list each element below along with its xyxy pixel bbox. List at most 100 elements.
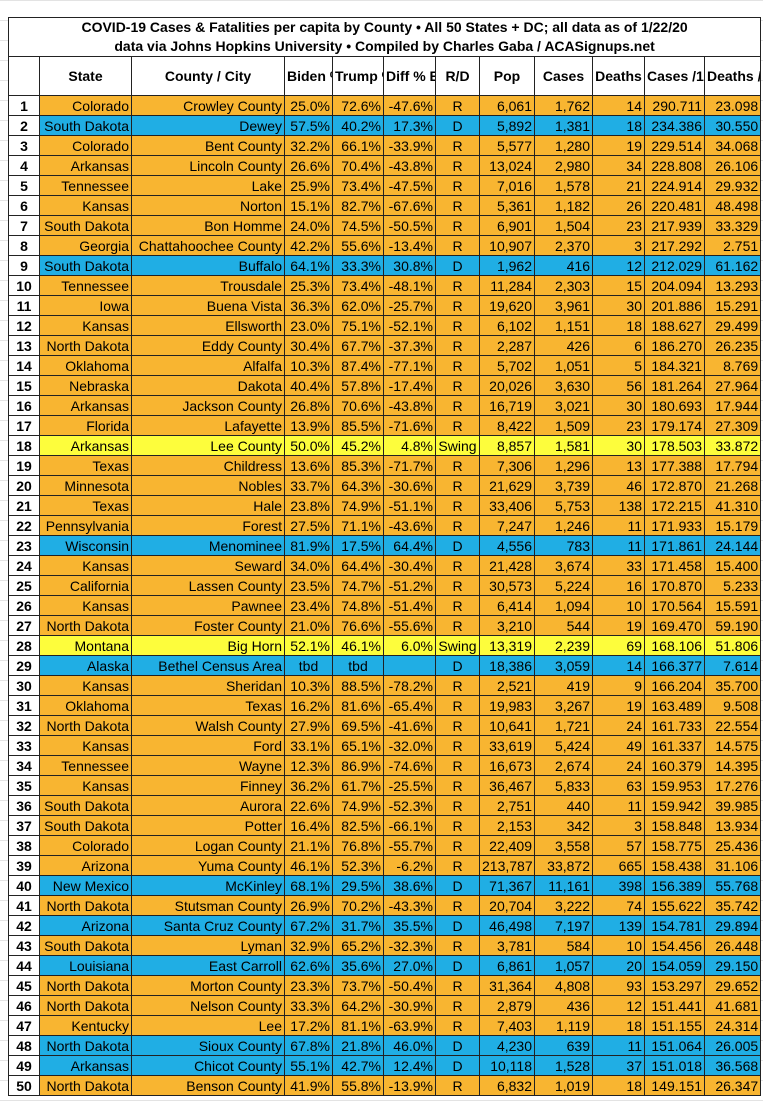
table-row: 50 North Dakota Benson County 41.9% 55.8% -13… — [8, 1075, 762, 1096]
cell-cases: 416 — [534, 255, 593, 276]
cell-county: East Carroll — [131, 955, 285, 976]
cell-diff-pct: -71.7% — [383, 455, 436, 476]
cell-party: Swing — [435, 635, 480, 656]
cell-cases-per-1000: 290.711 — [644, 95, 705, 116]
cell-diff-pct: -30.4% — [383, 555, 436, 576]
cell-cases-per-1000: 228.808 — [644, 155, 705, 176]
cell-county: Hale — [131, 495, 285, 516]
cell-party: R — [435, 935, 480, 956]
cell-deaths: 139 — [592, 915, 645, 936]
cell-rank: 49 — [8, 1055, 40, 1076]
cell-biden-pct: 55.1% — [284, 1055, 333, 1076]
cell-cases: 3,021 — [534, 395, 593, 416]
cell-trump-pct: 70.2% — [332, 895, 384, 916]
cell-state: Louisiana — [39, 955, 132, 976]
cell-party: D — [435, 875, 480, 896]
table-row: 41 North Dakota Stutsman County 26.9% 70.2% -… — [8, 895, 762, 916]
cell-cases: 544 — [534, 615, 593, 636]
cell-trump-pct: 46.1% — [332, 635, 384, 656]
cell-deaths: 34 — [592, 155, 645, 176]
cell-deaths-per-10000: 9.508 — [703, 695, 762, 716]
cell-county: Sheridan — [131, 675, 285, 696]
cell-trump-pct: 55.8% — [332, 1075, 384, 1096]
cell-state: Arkansas — [39, 155, 132, 176]
cell-rank: 5 — [8, 175, 40, 196]
cell-deaths-per-10000: 31.106 — [703, 855, 762, 876]
table-row: 22 Pennsylvania Forest 27.5% 71.1% -43.6% R 7,2… — [8, 515, 762, 536]
cell-trump-pct: 85.3% — [332, 455, 384, 476]
cell-population: 7,016 — [479, 175, 535, 196]
cell-population: 20,704 — [479, 895, 535, 916]
cell-state: Florida — [39, 415, 132, 436]
cell-trump-pct: 62.0% — [332, 295, 384, 316]
cell-diff-pct: -25.7% — [383, 295, 436, 316]
cell-biden-pct: 32.2% — [284, 135, 333, 156]
cell-county: Ford — [131, 735, 285, 756]
cell-party: R — [435, 275, 480, 296]
cell-cases: 33,872 — [534, 855, 593, 876]
cell-rank: 41 — [8, 895, 40, 916]
cell-deaths: 11 — [592, 515, 645, 536]
title-line-2: data via Johns Hopkins University • Comp… — [114, 38, 655, 54]
cell-state: Pennsylvania — [39, 515, 132, 536]
cell-cases-per-1000: 154.781 — [644, 915, 705, 936]
cell-deaths: 23 — [592, 215, 645, 236]
cell-state: Oklahoma — [39, 695, 132, 716]
cell-rank: 14 — [8, 355, 40, 376]
cell-deaths-per-10000: 36.568 — [703, 1055, 762, 1076]
table-row: 27 North Dakota Foster County 21.0% 76.6% -55… — [8, 615, 762, 636]
cell-county: Yuma County — [131, 855, 285, 876]
cell-diff-pct: -32.0% — [383, 735, 436, 756]
cell-biden-pct: 10.3% — [284, 675, 333, 696]
cell-rank: 43 — [8, 935, 40, 956]
cell-cases-per-1000: 220.481 — [644, 195, 705, 216]
table-row: 5 Tennessee Lake 25.9% 73.4% -47.5% R 7,016 1,57… — [8, 175, 762, 196]
cell-biden-pct: 62.6% — [284, 955, 333, 976]
cell-state: Kentucky — [39, 1015, 132, 1036]
cell-deaths: 18 — [592, 1015, 645, 1036]
cell-cases: 1,119 — [534, 1015, 593, 1036]
cell-diff-pct: -13.4% — [383, 235, 436, 256]
table-row: 26 Kansas Pawnee 23.4% 74.8% -51.4% R 6,414 1,09… — [8, 595, 762, 616]
cell-cases-per-1000: 172.215 — [644, 495, 705, 516]
cell-cases-per-1000: 177.388 — [644, 455, 705, 476]
cell-deaths-per-10000: 27.309 — [703, 415, 762, 436]
table-row: 39 Arizona Yuma County 46.1% 52.3% -6.2% R 213,… — [8, 855, 762, 876]
cell-cases-per-1000: 155.622 — [644, 895, 705, 916]
cell-party: R — [435, 335, 480, 356]
cell-county: Buena Vista — [131, 295, 285, 316]
cell-diff-pct: -63.9% — [383, 1015, 436, 1036]
table-row: 37 South Dakota Potter 16.4% 82.5% -66.1% R 2,1… — [8, 815, 762, 836]
table-row: 42 Arizona Santa Cruz County 67.2% 31.7% 35.5… — [8, 915, 762, 936]
cell-population: 10,118 — [479, 1055, 535, 1076]
cell-trump-pct: 71.1% — [332, 515, 384, 536]
cell-deaths: 19 — [592, 135, 645, 156]
cell-diff-pct: -71.6% — [383, 415, 436, 436]
cell-deaths: 37 — [592, 1055, 645, 1076]
cell-county: Forest — [131, 515, 285, 536]
cell-population: 13,319 — [479, 635, 535, 656]
table-row: 9 South Dakota Buffalo 64.1% 33.3% 30.8% D 1,96… — [8, 255, 762, 276]
cell-deaths-per-10000: 26.448 — [703, 935, 762, 956]
cell-cases: 440 — [534, 795, 593, 816]
header-party: R/D — [435, 56, 480, 96]
cell-trump-pct: 29.5% — [332, 875, 384, 896]
cell-state: Arkansas — [39, 435, 132, 456]
cell-cases: 2,674 — [534, 755, 593, 776]
cell-cases: 7,197 — [534, 915, 593, 936]
cell-diff-pct: -48.1% — [383, 275, 436, 296]
cell-rank: 3 — [8, 135, 40, 156]
table-row: 4 Arkansas Lincoln County 26.6% 70.4% -43.8% R… — [8, 155, 762, 176]
cell-diff-pct: -67.6% — [383, 195, 436, 216]
cell-trump-pct: 42.7% — [332, 1055, 384, 1076]
cell-rank: 29 — [8, 655, 40, 676]
cell-rank: 34 — [8, 755, 40, 776]
cell-state: Kansas — [39, 595, 132, 616]
cell-trump-pct: 82.7% — [332, 195, 384, 216]
cell-deaths: 11 — [592, 795, 645, 816]
cell-cases-per-1000: 158.848 — [644, 815, 705, 836]
cell-population: 6,102 — [479, 315, 535, 336]
cell-deaths: 18 — [592, 115, 645, 136]
cell-party: R — [435, 1015, 480, 1036]
cell-rank: 18 — [8, 435, 40, 456]
